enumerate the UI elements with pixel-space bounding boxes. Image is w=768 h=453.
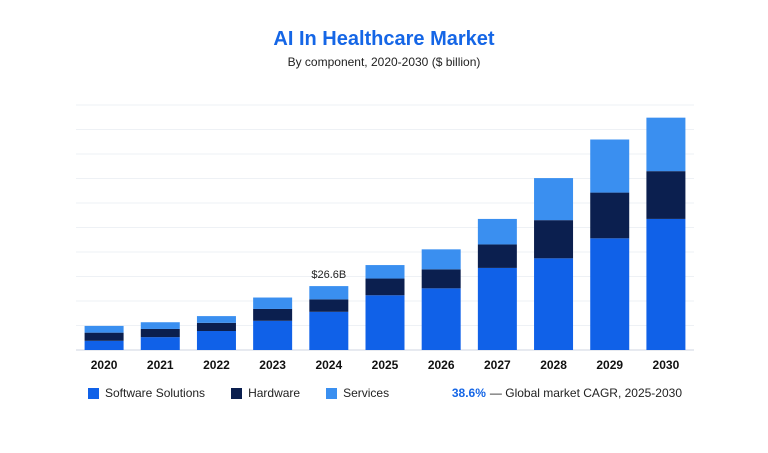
x-tick-label: 2022 (203, 358, 230, 372)
x-tick-label: 2030 (653, 358, 680, 372)
bar-services-2027 (477, 218, 517, 245)
cagr-text: — Global market CAGR, 2025-2030 (489, 386, 682, 400)
legend-swatch-software (88, 387, 99, 399)
bar-software-solutions-2026 (421, 288, 461, 350)
x-tick-label: 2023 (259, 358, 286, 372)
legend-label-hardware: Hardware (248, 386, 301, 400)
bar-software-solutions-2024 (309, 311, 349, 350)
x-tick-label: 2028 (540, 358, 567, 372)
bar-hardware-2028 (534, 220, 574, 259)
chart-title: AI In Healthcare Market (273, 28, 495, 50)
x-tick-label: 2026 (428, 358, 455, 372)
bar-hardware-2020 (84, 332, 124, 341)
bar-software-solutions-2027 (477, 267, 517, 350)
cagr-value: 38.6% (451, 386, 486, 400)
bar-software-solutions-2028 (534, 258, 574, 350)
bar-services-2029 (590, 139, 630, 193)
x-tick-label: 2020 (91, 358, 118, 372)
bar-hardware-2021 (140, 328, 180, 338)
bar-software-solutions-2021 (140, 337, 180, 350)
bar-hardware-2023 (253, 308, 293, 321)
x-tick-label: 2021 (147, 358, 174, 372)
data-label: $26.6B (311, 269, 346, 281)
legend-item-services: Services (326, 386, 389, 400)
bar-software-solutions-2020 (84, 340, 124, 350)
bar-software-solutions-2029 (590, 238, 630, 350)
bar-hardware-2029 (590, 192, 630, 239)
bar-services-2026 (421, 249, 461, 270)
bar-software-solutions-2023 (253, 320, 293, 350)
legend-label-services: Services (343, 386, 390, 400)
bar-services-2024 (309, 286, 349, 300)
legend-swatch-hardware (231, 387, 243, 399)
bar-hardware-2025 (365, 278, 405, 296)
legend-item-software: Software Solutions (88, 386, 205, 400)
bar-services-2025 (365, 265, 405, 279)
bar-services-2022 (196, 316, 236, 323)
bar-services-2020 (84, 325, 124, 333)
bar-hardware-2027 (477, 244, 517, 268)
cagr-note: 38.6% — Global market CAGR, 2025-2030 (452, 386, 682, 400)
bar-services-2030 (646, 117, 686, 172)
bar-hardware-2022 (196, 322, 236, 332)
bar-hardware-2030 (646, 171, 686, 219)
bar-hardware-2024 (309, 299, 349, 312)
legend: Software Solutions Hardware Services (88, 386, 415, 400)
legend-swatch-services (326, 387, 338, 399)
x-tick-label: 2027 (484, 358, 511, 372)
bar-services-2021 (140, 322, 180, 329)
bar-hardware-2026 (421, 269, 461, 289)
legend-label-software: Software Solutions (105, 386, 206, 400)
bar-services-2028 (534, 178, 574, 221)
x-tick-label: 2024 (315, 358, 342, 372)
x-tick-label: 2029 (596, 358, 623, 372)
bar-services-2023 (253, 297, 293, 309)
x-tick-label: 2025 (372, 358, 399, 372)
bar-software-solutions-2030 (646, 218, 686, 350)
bar-software-solutions-2025 (365, 295, 405, 350)
legend-item-hardware: Hardware (231, 386, 300, 400)
chart-subtitle: By component, 2020-2030 ($ billion) (287, 55, 481, 69)
bar-software-solutions-2022 (196, 331, 236, 350)
